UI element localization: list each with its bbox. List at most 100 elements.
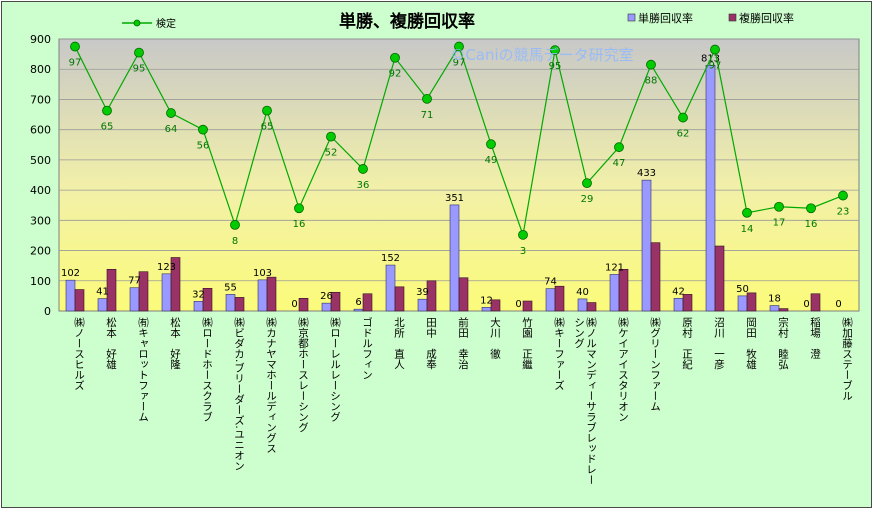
- x-tick-label: 松本 好隆: [169, 316, 181, 369]
- kentei-point: [646, 59, 656, 70]
- y-tick-label: 800: [30, 63, 51, 76]
- bar-fukusho: [522, 300, 533, 312]
- bar-tansho: [481, 307, 492, 312]
- kentei-value-label: 88: [645, 76, 658, 87]
- y-tick-label: 0: [44, 305, 51, 318]
- bar-tansho: [545, 288, 556, 312]
- legend: 検定 単勝回収率 複勝回収率: [122, 11, 794, 30]
- bar-fukusho: [778, 308, 789, 312]
- legend-bar1-swatch: [627, 13, 636, 22]
- bar-fukusho: [202, 288, 213, 312]
- bar-tansho: [97, 298, 108, 312]
- bar-fukusho: [394, 286, 405, 312]
- x-tick-label: ㈱京都ホースレーシング: [297, 317, 309, 433]
- bar-fukusho: [714, 245, 725, 312]
- kentei-value-label: 71: [421, 110, 434, 121]
- bar-value-label: 50: [736, 284, 749, 295]
- bar-tansho: [161, 273, 172, 312]
- kentei-value-label: 17: [773, 218, 786, 229]
- bar-value-label: 152: [381, 253, 400, 264]
- x-tick-label: ㈱ノースヒルズ: [73, 317, 85, 391]
- kentei-value-label: 3: [520, 246, 526, 257]
- chart-title: 単勝、複勝回収率: [339, 11, 475, 32]
- x-tick-label: 田中 成奉: [425, 317, 437, 370]
- kentei-value-label: 64: [165, 124, 178, 135]
- bar-tansho: [225, 294, 236, 312]
- x-tick-label: ㈱ロードホースクラブ: [201, 317, 213, 422]
- kentei-point: [422, 93, 432, 104]
- kentei-value-label: 29: [581, 194, 594, 205]
- bar-value-label: 121: [605, 262, 624, 273]
- bar-value-label: 39: [416, 287, 429, 298]
- bar-fukusho: [586, 302, 597, 312]
- bar-tansho: [417, 298, 428, 312]
- kentei-point: [134, 47, 144, 58]
- gridlines: [59, 38, 859, 282]
- kentei-value-label: 16: [293, 219, 306, 230]
- kentei-point: [774, 201, 784, 212]
- bar-tansho: [641, 179, 652, 312]
- kentei-value-label: 16: [805, 219, 818, 230]
- kentei-value-label: 52: [325, 148, 338, 159]
- kentei-point: [614, 142, 624, 153]
- x-tick-label: 竹園 正繼: [521, 316, 533, 369]
- bar-value-label: 55: [224, 282, 237, 293]
- bar-value-label: 0: [803, 299, 809, 310]
- x-tick-label: 前田 幸治: [457, 316, 469, 370]
- bar-value-label: 0: [835, 299, 841, 310]
- bar-fukusho: [170, 257, 181, 312]
- kentei-value-label: 95: [133, 64, 146, 75]
- legend-bar2-label: 複勝回収率: [739, 11, 794, 25]
- bar-fukusho: [362, 293, 373, 312]
- kentei-value-label: 65: [101, 122, 114, 133]
- x-tick-label: シング: [573, 317, 585, 349]
- bar-value-label: 18: [768, 294, 781, 305]
- x-tick-label: 松本 好雄: [105, 316, 117, 370]
- y-tick-label: 900: [30, 33, 51, 46]
- bar-fukusho: [650, 242, 661, 312]
- bar-tansho: [673, 298, 684, 312]
- bar-fukusho: [330, 291, 341, 312]
- x-tick-label: ㈱キーファーズ: [553, 317, 565, 391]
- bar-tansho: [769, 305, 780, 312]
- kentei-value-label: 36: [357, 180, 370, 191]
- bar-tansho: [705, 64, 716, 312]
- kentei-value-label: 8: [232, 236, 238, 247]
- bar-tansho: [737, 295, 748, 312]
- x-tick-label: 宗村 睦弘: [777, 316, 789, 370]
- kentei-value-label: 62: [677, 129, 690, 140]
- x-tick-label: 岡田 牧雄: [745, 317, 757, 370]
- y-tick-label: 700: [30, 93, 51, 106]
- bar-tansho: [449, 204, 460, 312]
- y-tick-label: 400: [30, 184, 51, 197]
- bar-value-label: 103: [253, 268, 272, 279]
- kentei-value-label: 47: [613, 158, 626, 169]
- kentei-point: [838, 190, 848, 201]
- kentei-point: [550, 45, 560, 56]
- bar-fukusho: [618, 268, 629, 312]
- x-tick-label: 北所 直人: [393, 317, 405, 370]
- bar-value-label: 42: [672, 286, 685, 297]
- y-tick-label: 100: [30, 275, 51, 288]
- bar-tansho: [609, 274, 620, 312]
- kentei-value-label: 97: [453, 58, 466, 69]
- x-axis-tick-labels: ㈱ノースヒルズ 松本 好雄 ㈲キャロットファーム 松本 好隆 ㈱ロードホースクラブ ㈱ビダ…: [73, 316, 853, 485]
- y-tick-label: 600: [30, 124, 51, 137]
- y-tick-label: 300: [30, 214, 51, 227]
- legend-bar1-label: 単勝回収率: [638, 11, 693, 25]
- bar-fukusho: [298, 298, 309, 312]
- kentei-point: [806, 203, 816, 214]
- bar-tansho: [577, 298, 588, 312]
- kentei-point: [166, 108, 176, 118]
- kentei-point: [326, 131, 336, 142]
- x-tick-label: ゴドルフィン: [361, 316, 373, 380]
- kentei-point: [518, 229, 528, 240]
- bar-tansho: [65, 279, 76, 312]
- kentei-value-label: 23: [837, 207, 850, 218]
- x-tick-label: 沼川 一彦: [713, 316, 725, 370]
- bar-value-label: 41: [96, 287, 109, 298]
- x-tick-label: ㈱ケイアイスタリオン: [617, 317, 629, 422]
- kentei-line-series: 97 65 95 64 56 8 65 16 52 36 92 71 97 49 3 95 29 47 88 62 97…: [69, 41, 850, 257]
